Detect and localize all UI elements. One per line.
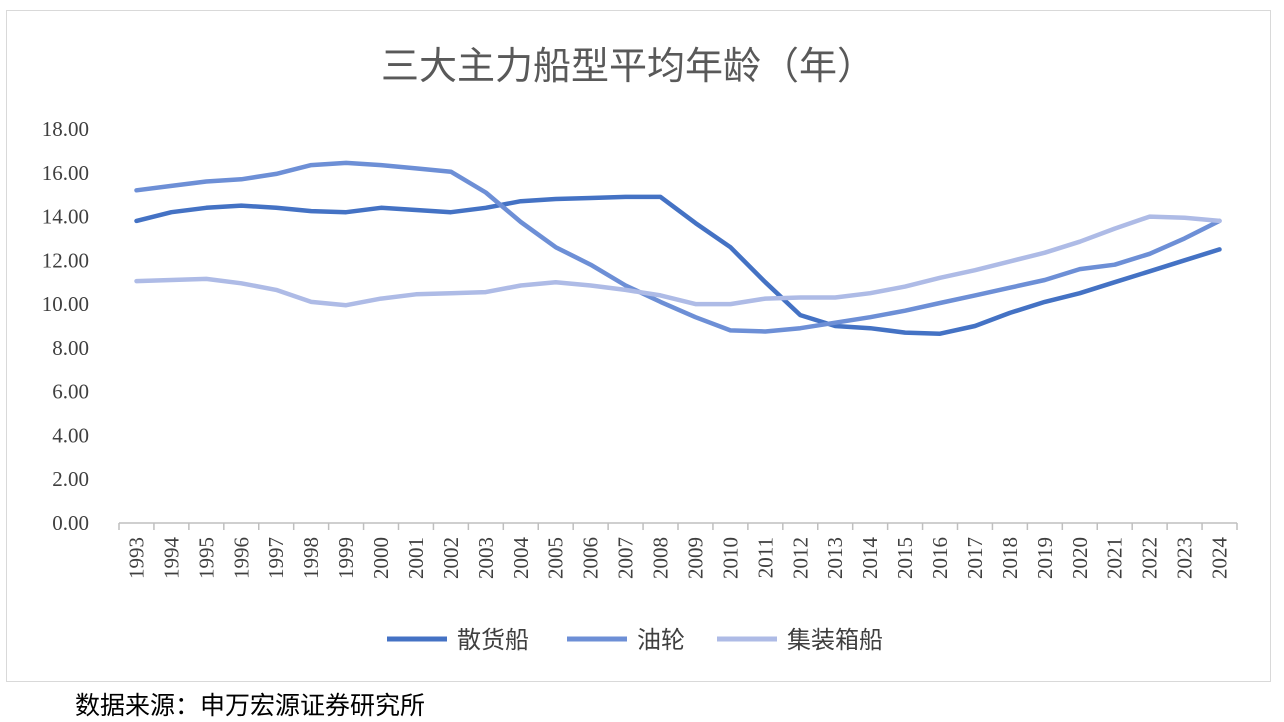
x-tick-label: 1999 [334,537,358,579]
x-tick-label: 2022 [1138,537,1162,579]
series-line-2 [134,214,1222,308]
chart-frame: 三大主力船型平均年龄（年） 0.00 2.00 4.00 6.00 8.00 10.00 1… [6,10,1271,682]
series-line-1 [134,160,1222,334]
y-tick-label: 6.00 [52,380,89,404]
x-tick-label: 2014 [858,537,882,580]
x-tick-label: 2019 [1033,537,1057,579]
x-tick-label: 1993 [124,537,148,579]
y-tick-label: 8.00 [52,336,89,360]
x-tick-label: 2018 [998,537,1022,579]
x-tick-label: 2016 [928,537,952,579]
x-tick-label: 1997 [264,537,288,579]
x-tick-label: 1995 [194,537,218,579]
y-tick-label: 0.00 [52,511,89,535]
y-tick-label: 4.00 [52,423,89,447]
y-tick-label: 2.00 [52,467,89,491]
x-tick-label: 2015 [893,537,917,579]
legend-label: 集装箱船 [787,626,883,654]
y-tick-label: 14.00 [42,205,89,229]
x-tick-label: 2017 [963,537,987,579]
x-axis: 1993 1994 1995 1996 1997 1998 1999 2000 2001 2002… [118,522,1238,580]
x-tick-label: 2011 [753,537,777,578]
y-tick-label: 10.00 [42,292,89,316]
x-tick-label: 2005 [544,537,568,579]
legend: 散货船 油轮 集装箱船 [387,626,883,654]
x-tick-label: 2006 [579,537,603,579]
chart-title: 三大主力船型平均年龄（年） [381,44,875,88]
x-tick-label: 2024 [1208,537,1232,580]
x-tick-label: 2004 [509,537,533,580]
legend-label: 散货船 [457,626,529,654]
y-axis: 0.00 2.00 4.00 6.00 8.00 10.00 12.00 14.00 16.00… [42,117,89,535]
x-tick-label: 2001 [404,537,428,579]
x-tick-label: 2002 [439,537,463,579]
legend-label: 油轮 [637,626,685,654]
y-tick-label: 18.00 [42,117,89,141]
x-tick-label: 2021 [1103,537,1127,579]
x-tick-label: 2000 [369,537,393,579]
y-tick-label: 12.00 [42,248,89,272]
x-tick-label: 1998 [299,537,323,579]
x-tick-label: 1994 [159,537,183,580]
source-note: 数据来源：申万宏源证券研究所 [75,691,426,720]
series-lines [134,160,1222,336]
y-tick-label: 16.00 [42,161,89,185]
x-tick-label: 2020 [1068,537,1092,579]
x-tick-label: 2007 [614,537,638,579]
x-tick-label: 2013 [823,537,847,579]
series-line-0 [134,194,1222,336]
x-tick-label: 2008 [649,537,673,579]
x-tick-label: 2010 [718,537,742,579]
line-chart: 三大主力船型平均年龄（年） 0.00 2.00 4.00 6.00 8.00 10.00 1… [42,44,1238,654]
x-tick-label: 2023 [1173,537,1197,579]
x-tick-label: 2003 [474,537,498,579]
x-tick-label: 2009 [683,537,707,579]
x-tick-label: 2012 [788,537,812,579]
x-tick-label: 1996 [229,537,253,579]
